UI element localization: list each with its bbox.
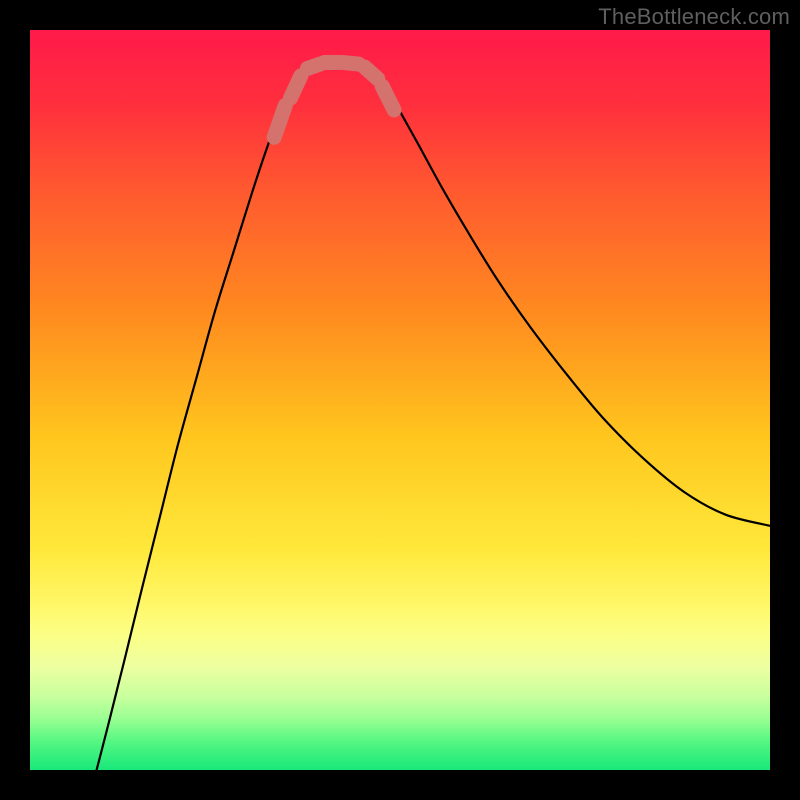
bottleneck-curve-chart bbox=[0, 0, 800, 800]
watermark-text: TheBottleneck.com bbox=[598, 4, 790, 30]
plot-area bbox=[30, 30, 770, 770]
chart-canvas: TheBottleneck.com bbox=[0, 0, 800, 800]
